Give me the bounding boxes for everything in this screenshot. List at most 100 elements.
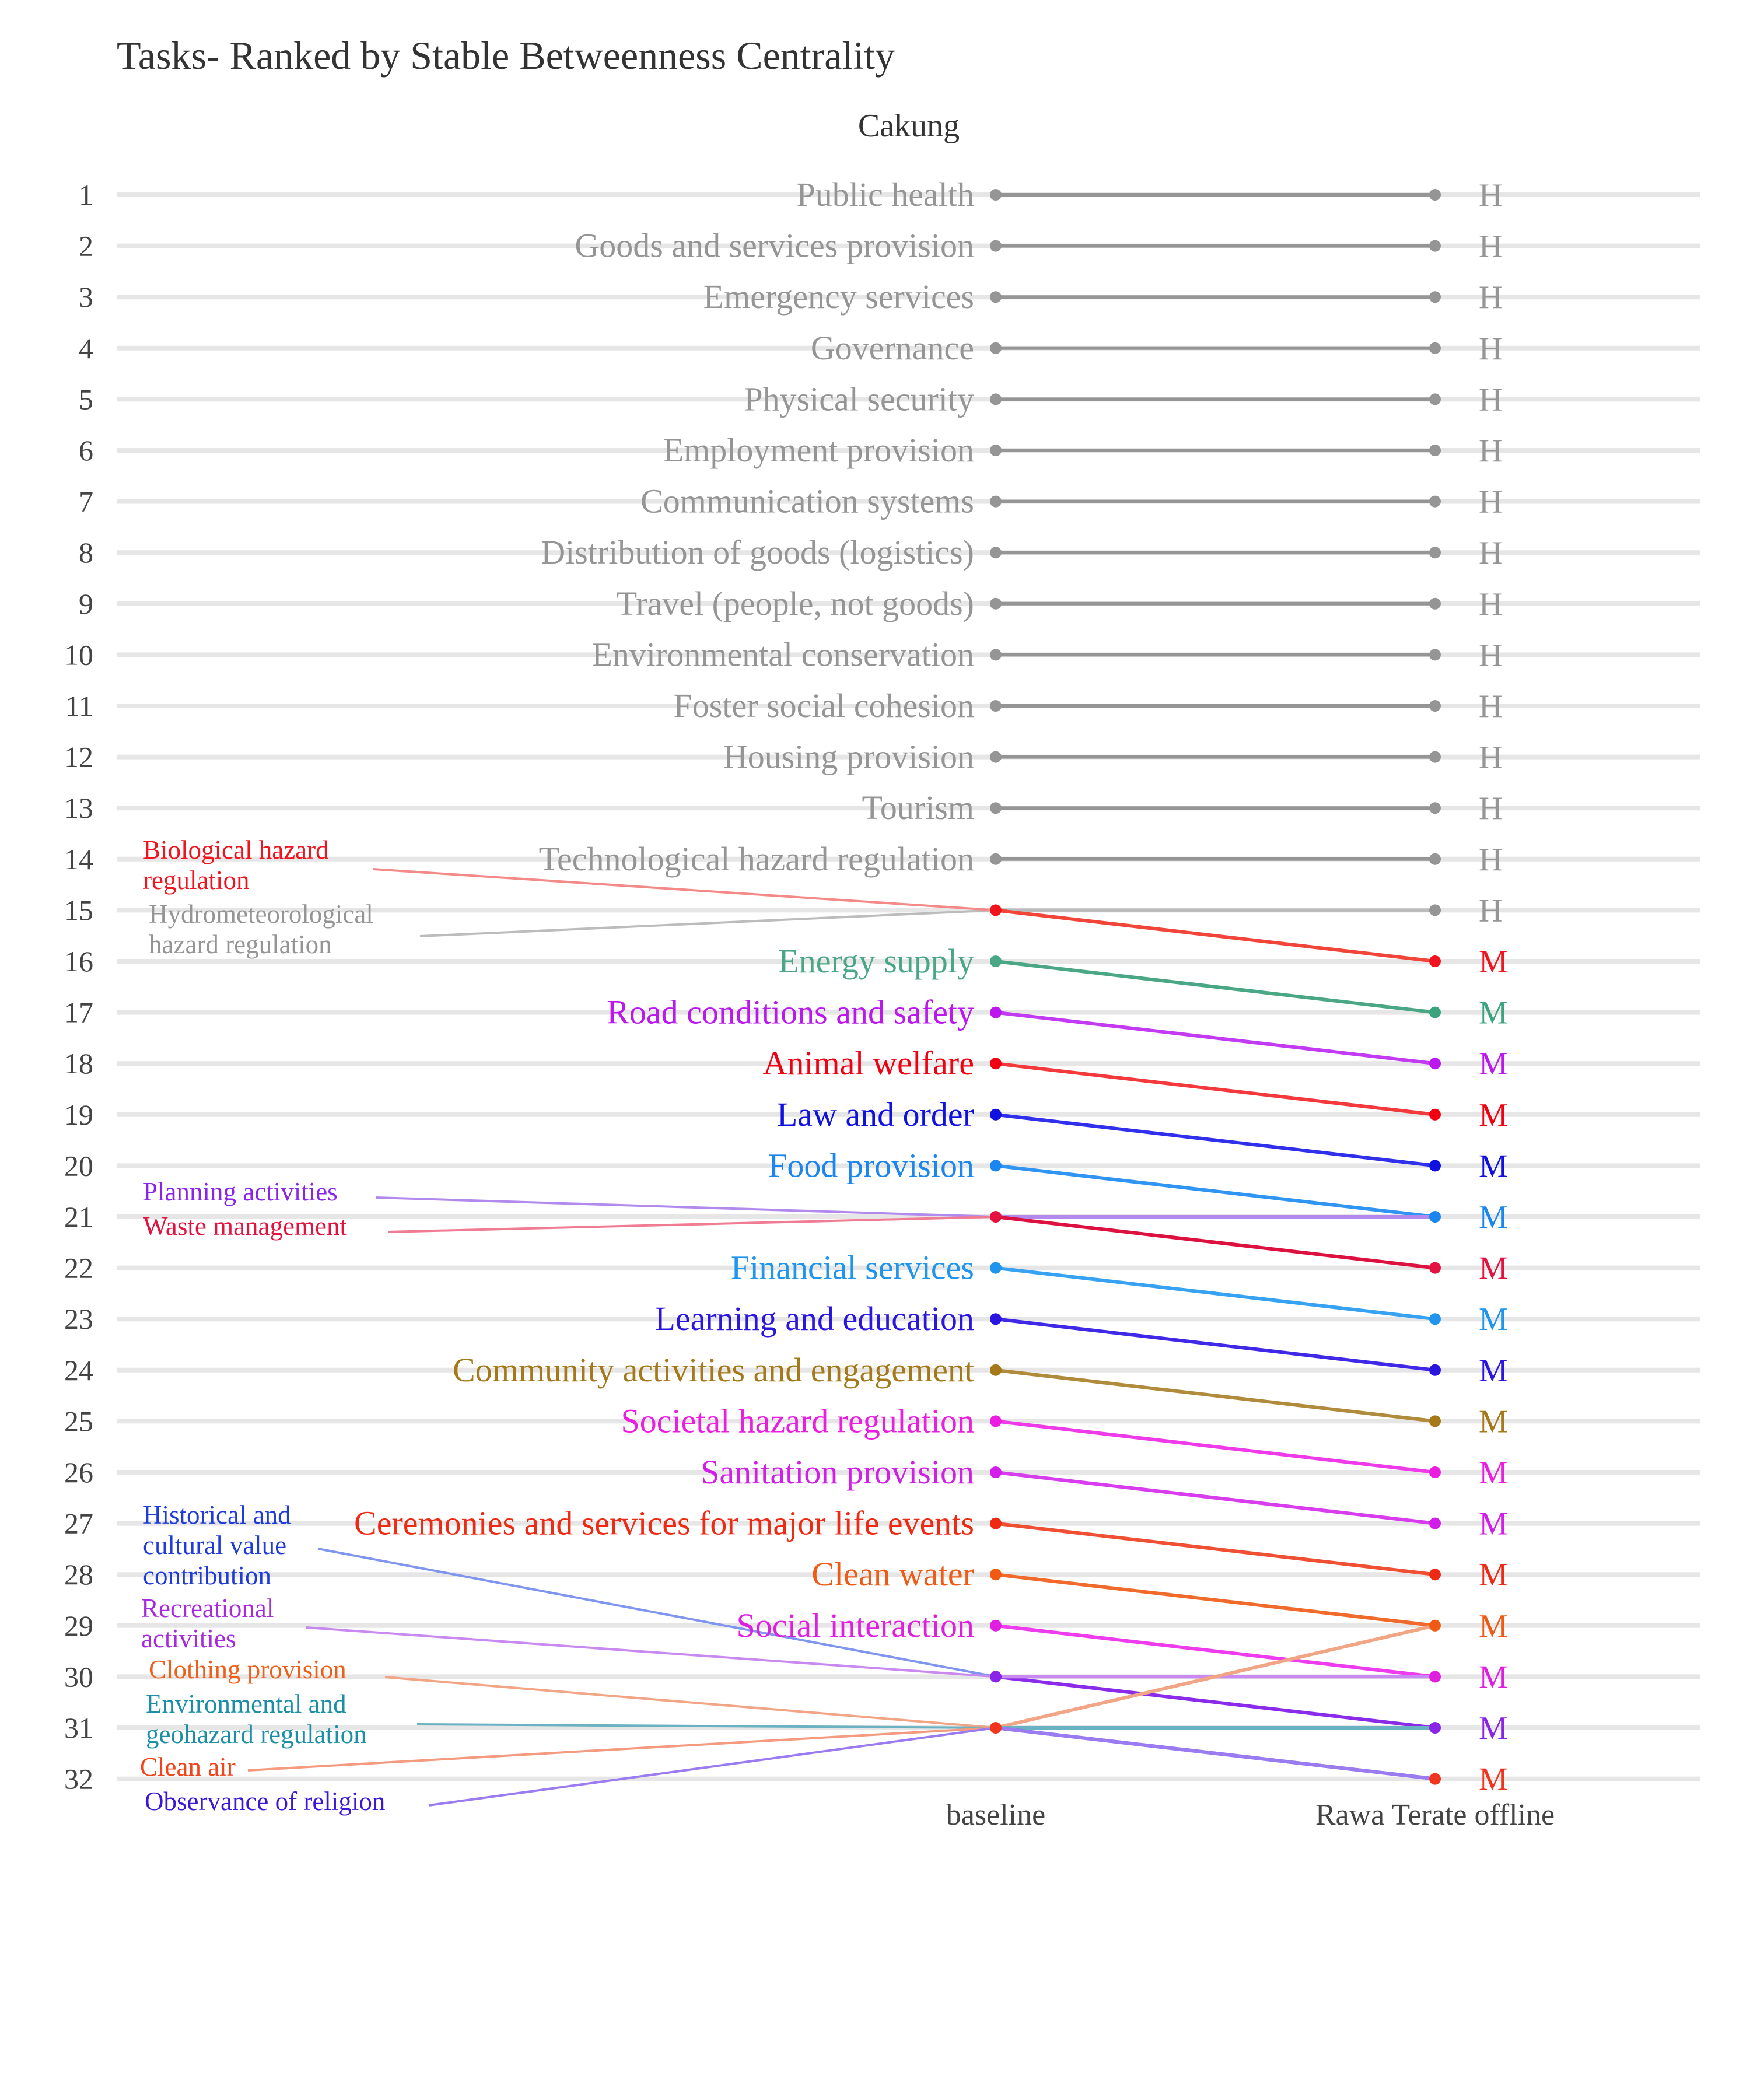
offline-point (1429, 1313, 1441, 1325)
rank-label: 3 (79, 281, 93, 313)
group-label: H (1479, 637, 1502, 673)
offline-point (1429, 1364, 1441, 1376)
slope-line (994, 1062, 1437, 1116)
side-label: Biological hazard regulation (143, 835, 329, 895)
baseline-point (990, 1671, 1002, 1683)
label-line: contribution (143, 1561, 271, 1590)
group-label: H (1479, 484, 1502, 520)
baseline-point (990, 802, 1002, 814)
offline-point (1429, 1773, 1441, 1785)
rank-label: 32 (64, 1763, 93, 1796)
baseline-point (990, 853, 1002, 865)
group-label: M (1479, 1710, 1508, 1746)
rank-label: 8 (79, 536, 93, 569)
task-label: Clean water (811, 1555, 974, 1593)
x-label-baseline: baseline (946, 1798, 1045, 1832)
offline-point (1429, 547, 1441, 559)
group-label: M (1479, 1557, 1508, 1593)
offline-point (1429, 1006, 1441, 1019)
slope-line (994, 1675, 1437, 1730)
side-label: Environmental and geohazard regulation (146, 1689, 367, 1749)
leader-line (419, 909, 996, 937)
task-label: Environmental conservation (592, 635, 974, 673)
baseline-point (990, 495, 1002, 508)
leader-line (317, 1548, 996, 1678)
rank-label: 1 (79, 178, 93, 211)
offline-point (1429, 393, 1441, 405)
label-line: Recreational (141, 1594, 274, 1623)
offline-point (1429, 291, 1441, 303)
rank-label: 20 (64, 1149, 93, 1182)
rank-label: 9 (79, 587, 93, 620)
slope-line (994, 908, 1437, 963)
group-label: M (1479, 1148, 1508, 1184)
rank-label: 4 (79, 332, 93, 365)
x-label-offline: Rawa Terate offline (1315, 1798, 1555, 1832)
rank-label: 26 (64, 1456, 93, 1489)
offline-point (1429, 1108, 1441, 1121)
offline-point (1429, 802, 1441, 814)
rank-label: 10 (64, 638, 93, 671)
offline-point (1429, 495, 1441, 508)
rank-label: 30 (64, 1660, 93, 1693)
rank-label: 7 (79, 485, 93, 518)
baseline-point (990, 444, 1002, 456)
rank-label: 18 (64, 1047, 93, 1080)
group-label: M (1479, 1659, 1508, 1695)
slope-line (994, 1112, 1437, 1168)
offline-point (1429, 444, 1441, 456)
offline-point (1429, 240, 1441, 252)
baseline-point (990, 904, 1002, 916)
offline-point (1429, 904, 1441, 916)
leader-line (306, 1626, 996, 1678)
label-line: Environmental and (146, 1689, 346, 1718)
offline-point (1429, 597, 1441, 610)
baseline-point (990, 189, 1002, 201)
rank-label: 25 (64, 1405, 93, 1437)
group-label: M (1479, 1251, 1508, 1287)
task-label: Physical security (744, 380, 974, 418)
leader-line (376, 1196, 996, 1218)
offline-point (1429, 1722, 1441, 1734)
offline-point (1429, 1211, 1441, 1223)
rank-label: 23 (64, 1303, 93, 1335)
baseline-point (990, 240, 1002, 252)
offline-point (1429, 1466, 1441, 1478)
baseline-point (990, 700, 1002, 712)
group-label: M (1479, 1762, 1508, 1798)
baseline-point (990, 1517, 1002, 1530)
group-label: H (1479, 688, 1502, 724)
baseline-point (990, 547, 1002, 559)
task-label: Emergency services (704, 278, 974, 316)
rank-label: 19 (64, 1098, 93, 1131)
task-label: Tourism (862, 789, 975, 827)
task-label: Goods and services provision (575, 227, 974, 265)
slope-line (994, 1471, 1437, 1525)
baseline-point (990, 1722, 1002, 1734)
label-line: regulation (143, 866, 249, 895)
dots (990, 189, 1441, 1785)
group-label: H (1479, 433, 1502, 469)
offline-point (1429, 956, 1441, 967)
slope-lines (994, 193, 1437, 1781)
label-line: cultural value (143, 1531, 286, 1560)
task-label: Ceremonies and services for major life e… (354, 1504, 974, 1542)
leader-line (387, 1216, 996, 1233)
rank-label: 2 (79, 230, 93, 262)
slope-line (994, 1726, 1437, 1781)
task-label: Public health (797, 176, 974, 214)
offline-point (1429, 342, 1441, 354)
slope-line (994, 1010, 1437, 1066)
label-line: Historical and (143, 1500, 291, 1530)
baseline-point (990, 597, 1002, 610)
baseline-point (990, 1108, 1002, 1121)
label-line: Observance of religion (145, 1787, 385, 1816)
slope-line (994, 1215, 1437, 1270)
task-label: Governance (811, 329, 974, 367)
task-label: Animal welfare (763, 1044, 974, 1082)
side-label: Historical and cultural value contribution (143, 1500, 291, 1590)
slope-line (994, 1164, 1437, 1219)
baseline-point (990, 751, 1002, 763)
leader-line (428, 1727, 996, 1807)
